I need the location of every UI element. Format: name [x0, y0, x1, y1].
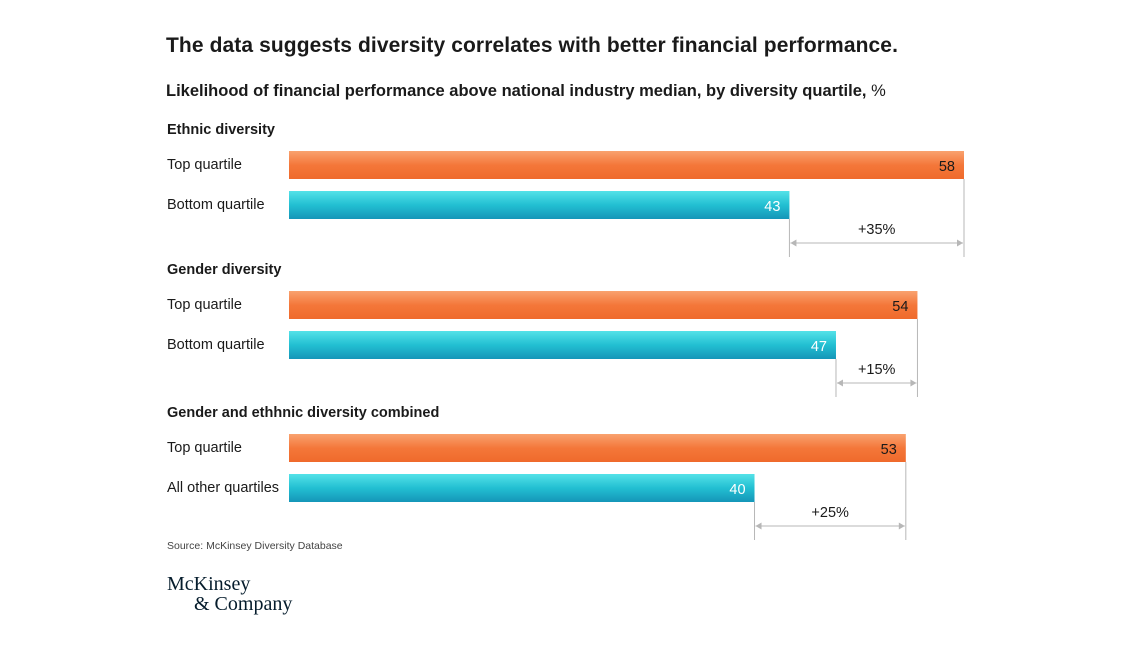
bracket-arrow-right — [910, 379, 917, 387]
bracket-arrow-left — [755, 522, 762, 530]
chart-subtitle: Likelihood of financial performance abov… — [166, 82, 886, 101]
bar-value-label: 53 — [881, 442, 897, 458]
bar-bottom-quartile — [289, 331, 836, 359]
logo-line-1: McKinsey — [167, 573, 251, 595]
bar-value-label: 40 — [729, 482, 745, 498]
group-label: Gender diversity — [167, 262, 281, 278]
bar-top-quartile — [289, 291, 918, 319]
bar-bottom-quartile — [289, 474, 755, 502]
bar-top-quartile — [289, 151, 964, 179]
bar-category-label: All other quartiles — [167, 480, 279, 496]
bar-category-label: Bottom quartile — [167, 197, 265, 213]
bracket-arrow-right — [957, 239, 963, 247]
source-note: Source: McKinsey Diversity Database — [167, 540, 343, 552]
bar-category-label: Top quartile — [167, 440, 242, 456]
bracket-arrow-left — [836, 379, 843, 387]
bar-bottom-quartile — [289, 191, 790, 219]
logo-line-2: & Company — [194, 593, 293, 615]
bar-category-label: Bottom quartile — [167, 337, 265, 353]
group-label: Gender and ethhnic diversity combined — [167, 405, 439, 421]
bracket-arrow-right — [898, 522, 905, 530]
bar-category-label: Top quartile — [167, 157, 242, 173]
mckinsey-logo: McKinsey & Company — [167, 574, 292, 614]
difference-label: +35% — [858, 222, 896, 238]
group-label: Ethnic diversity — [167, 122, 275, 138]
bar-value-label: 58 — [939, 159, 955, 175]
bracket-arrow-left — [790, 239, 797, 247]
difference-label: +15% — [858, 362, 896, 378]
bar-category-label: Top quartile — [167, 297, 242, 313]
difference-label: +25% — [811, 505, 849, 521]
bar-top-quartile — [289, 434, 906, 462]
bar-value-label: 47 — [811, 339, 827, 355]
subtitle-unit: % — [871, 82, 886, 100]
subtitle-text: Likelihood of financial performance abov… — [166, 82, 867, 100]
chart-title: The data suggests diversity correlates w… — [166, 34, 899, 57]
bar-value-label: 54 — [892, 299, 908, 315]
bar-value-label: 43 — [764, 199, 780, 215]
